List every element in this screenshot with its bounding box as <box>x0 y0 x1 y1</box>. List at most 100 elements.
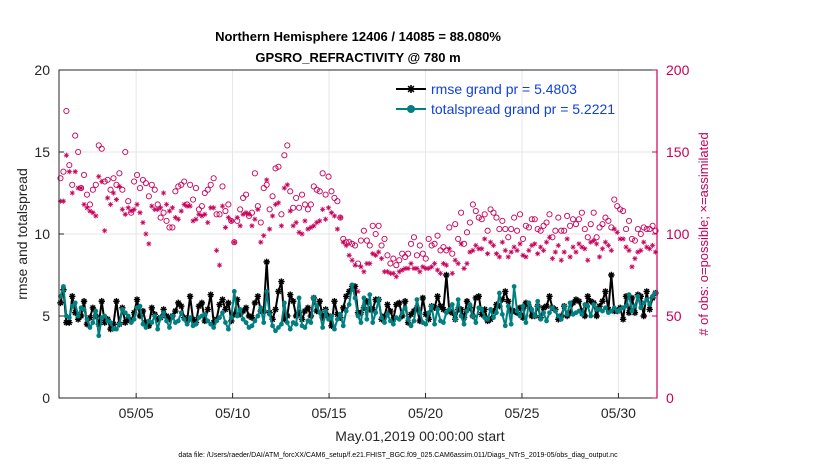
spread-point <box>149 320 155 325</box>
obs-possible-point <box>263 181 270 188</box>
rmse-point <box>369 306 376 313</box>
obs-assimilated-point <box>178 208 184 214</box>
obs-assimilated-point <box>373 252 379 258</box>
obs-possible-point <box>66 162 73 169</box>
obs-possible-point <box>605 217 612 224</box>
obs-possible-point <box>290 204 297 211</box>
obs-assimilated-point <box>361 269 367 275</box>
obs-possible-point <box>525 224 532 231</box>
spread-point <box>175 318 181 324</box>
obs-assimilated-point <box>317 218 323 224</box>
legend: rmse grand pr = 5.4803 totalspread grand… <box>396 81 615 117</box>
obs-possible-point <box>593 234 600 241</box>
spread-point <box>323 308 328 314</box>
spread-point <box>237 307 243 312</box>
obs-assimilated-point <box>561 249 567 255</box>
obs-assimilated-point <box>602 239 609 245</box>
rmse-point <box>398 312 406 320</box>
obs-assimilated-point <box>614 229 620 235</box>
obs-possible-point <box>405 250 412 257</box>
spread-point <box>373 310 379 316</box>
obs-possible-point <box>307 201 314 208</box>
obs-possible-point <box>634 226 641 233</box>
obs-assimilated-point <box>408 260 414 267</box>
obs-assimilated-point <box>119 206 125 212</box>
obs-assimilated-point <box>532 241 538 247</box>
rmse-point <box>207 291 214 298</box>
rmse-point <box>74 316 82 323</box>
obs-assimilated-point <box>140 219 146 226</box>
obs-assimilated-point <box>381 269 388 275</box>
obs-assimilated-point <box>355 288 361 294</box>
spread-point <box>202 311 208 317</box>
obs-possible-point <box>387 260 394 267</box>
x-tick-label: 05/15 <box>312 405 347 421</box>
obs-possible-point <box>384 252 391 259</box>
chart-title-line1: Northern Hemisphere 12406 / 14085 = 88.0… <box>215 29 501 44</box>
rmse-point <box>145 322 153 330</box>
spread-point <box>217 315 222 321</box>
obs-possible-point <box>555 214 562 221</box>
rmse-point <box>313 307 320 315</box>
spread-point <box>326 316 331 322</box>
obs-possible-point <box>281 152 288 159</box>
rmse-point <box>260 307 267 315</box>
obs-possible-point <box>122 148 129 156</box>
spread-point <box>75 313 81 319</box>
obs-possible-point <box>298 191 306 198</box>
obs-assimilated-point <box>487 239 494 245</box>
obs-possible-point <box>422 255 429 262</box>
rmse-point <box>210 319 217 326</box>
spread-point <box>367 292 373 298</box>
obs-possible-point <box>60 168 67 175</box>
spread-point <box>293 321 299 327</box>
obs-possible-point <box>148 181 155 188</box>
spread-point <box>449 302 455 307</box>
rmse-point <box>499 296 506 303</box>
rmse-point <box>139 307 147 315</box>
obs-possible-point <box>293 194 300 201</box>
obs-assimilated-point <box>582 246 588 252</box>
rmse-point <box>107 325 114 333</box>
rmse-point <box>122 319 129 326</box>
rmse-point <box>431 304 438 311</box>
obs-assimilated-point <box>476 246 482 252</box>
rmse-point <box>272 306 279 313</box>
spread-point <box>108 320 113 325</box>
rmse-point <box>572 296 580 303</box>
spread-point <box>523 320 529 325</box>
obs-assimilated-point <box>652 249 659 255</box>
obs-possible-point <box>328 188 335 195</box>
spread-point <box>329 313 334 319</box>
spread-point <box>623 303 629 309</box>
spread-point <box>358 320 364 325</box>
obs-assimilated-point <box>110 190 117 196</box>
rmse-point <box>410 307 418 315</box>
obs-possible-point <box>587 221 594 228</box>
spread-point <box>635 293 641 299</box>
rmse-point <box>516 304 524 311</box>
rmse-point <box>242 304 250 311</box>
obs-possible-point <box>166 224 173 231</box>
spread-point <box>152 313 158 319</box>
obs-assimilated-point <box>116 183 122 190</box>
obs-assimilated-point <box>376 249 382 255</box>
spread-point <box>558 316 564 322</box>
obs-possible-point <box>69 181 76 188</box>
spread-point <box>284 320 290 325</box>
obs-assimilated-point <box>143 231 149 237</box>
obs-assimilated-point <box>387 270 394 276</box>
rmse-point <box>301 307 309 315</box>
x-tick-label: 05/10 <box>215 405 250 421</box>
rmse-point <box>72 309 79 316</box>
spread-point <box>240 316 246 322</box>
obs-possible-point <box>558 227 565 234</box>
rmse-point <box>637 293 644 300</box>
obs-assimilated-point <box>644 244 650 250</box>
spread-point <box>467 302 473 307</box>
obs-possible-point <box>219 183 226 190</box>
obs-possible-point <box>369 222 376 229</box>
spread-point <box>388 318 393 324</box>
obs-possible-point <box>487 206 494 213</box>
obs-assimilated-point <box>240 211 246 217</box>
